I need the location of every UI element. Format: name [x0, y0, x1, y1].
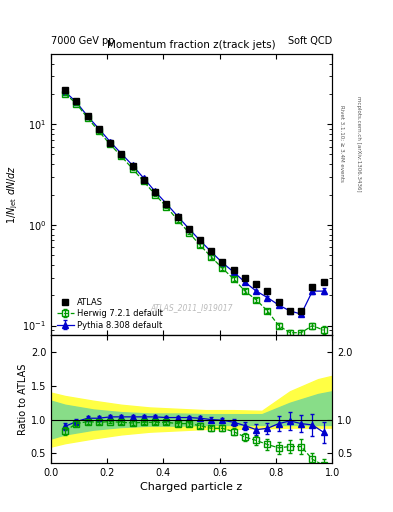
Title: Momentum fraction z(track jets): Momentum fraction z(track jets) [107, 40, 276, 50]
Y-axis label: Ratio to ATLAS: Ratio to ATLAS [18, 364, 28, 435]
Line: ATLAS: ATLAS [62, 87, 327, 314]
ATLAS [321, 279, 326, 285]
X-axis label: Charged particle z: Charged particle z [140, 482, 243, 493]
ATLAS [108, 140, 112, 146]
ATLAS [141, 177, 146, 183]
ATLAS [85, 113, 90, 119]
ATLAS [97, 126, 101, 132]
ATLAS [254, 281, 259, 287]
Text: Soft QCD: Soft QCD [288, 36, 332, 46]
Legend: ATLAS, Herwig 7.2.1 default, Pythia 8.308 default: ATLAS, Herwig 7.2.1 default, Pythia 8.30… [55, 296, 164, 331]
ATLAS [153, 189, 158, 196]
ATLAS [220, 259, 225, 265]
ATLAS [119, 152, 124, 158]
ATLAS [186, 226, 191, 232]
Text: 7000 GeV pp: 7000 GeV pp [51, 36, 115, 46]
Text: mcplots.cern.ch [arXiv:1306.3436]: mcplots.cern.ch [arXiv:1306.3436] [356, 96, 361, 191]
ATLAS [242, 274, 247, 281]
ATLAS [164, 201, 169, 207]
ATLAS [310, 284, 315, 290]
ATLAS [175, 214, 180, 220]
Y-axis label: $1/N_\mathsf{jet}\ dN/dz$: $1/N_\mathsf{jet}\ dN/dz$ [5, 165, 20, 224]
ATLAS [130, 163, 135, 169]
ATLAS [288, 308, 292, 314]
ATLAS [299, 308, 303, 314]
ATLAS [74, 98, 79, 104]
ATLAS [231, 267, 236, 273]
Text: Rivet 3.1.10; ≥ 3.4M events: Rivet 3.1.10; ≥ 3.4M events [339, 105, 344, 182]
Text: ATLAS_2011_I919017: ATLAS_2011_I919017 [151, 303, 233, 312]
ATLAS [209, 248, 214, 254]
ATLAS [276, 300, 281, 306]
ATLAS [198, 238, 202, 244]
ATLAS [265, 288, 270, 294]
ATLAS [63, 87, 68, 93]
